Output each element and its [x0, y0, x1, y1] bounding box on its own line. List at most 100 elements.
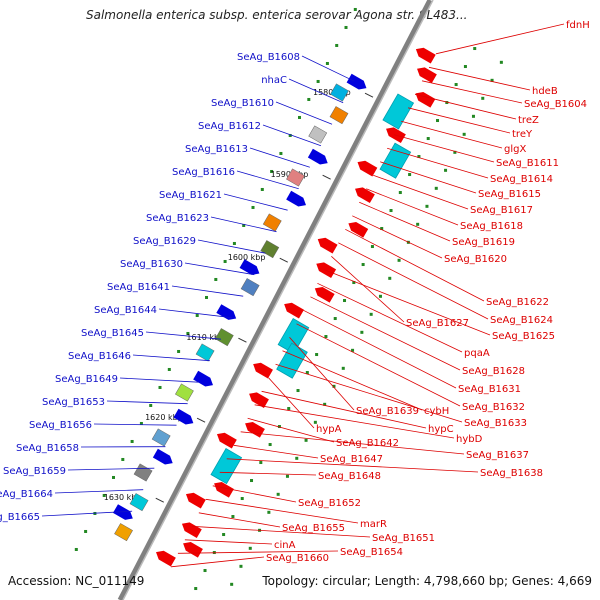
guide-dot — [360, 330, 364, 334]
right-gene-label: SeAg_B1632 — [462, 402, 525, 413]
tick-mark — [322, 174, 331, 180]
guide-dot — [267, 510, 271, 514]
guide-dot — [230, 582, 234, 586]
left-connector — [210, 216, 277, 233]
right-gene-label: SeAg_B1654 — [340, 547, 403, 558]
guide-dot — [462, 132, 466, 136]
tick-label: 1600 kbp — [228, 253, 266, 262]
right-gene-label: SeAg_B1651 — [372, 533, 435, 544]
guide-dot — [370, 245, 374, 249]
right-connector — [275, 363, 463, 423]
left-gene-label: SeAg_B1613 — [185, 144, 248, 155]
guide-dot — [378, 294, 382, 298]
left-connector — [288, 78, 344, 104]
guide-dot — [231, 515, 235, 519]
reverse-gene-arrow — [185, 492, 206, 509]
guide-dot — [232, 241, 236, 245]
right-connector — [394, 134, 495, 163]
right-connector — [380, 161, 477, 194]
left-connector — [54, 489, 144, 494]
guide-dot — [268, 443, 272, 447]
right-gene-label: treY — [512, 129, 533, 140]
guide-dot — [490, 78, 494, 82]
right-connector — [373, 174, 469, 210]
right-connector — [359, 201, 451, 242]
right-gene-label: glgX — [504, 144, 526, 155]
left-connector — [184, 262, 255, 276]
guide-dot — [499, 60, 503, 64]
right-gene-label: SeAg_B1627 — [406, 318, 469, 329]
forward-feature-box — [262, 213, 282, 232]
right-gene-label: fdnH — [566, 20, 590, 31]
forward-feature-box — [286, 168, 305, 187]
guide-dot — [285, 474, 289, 478]
guide-dot — [251, 205, 255, 209]
right-gene-label: SeAg_B1660 — [266, 553, 329, 564]
guide-dot — [333, 317, 337, 321]
right-gene-label: SeAg_B1620 — [444, 254, 507, 265]
right-gene-label: hdeB — [532, 86, 558, 97]
right-gene-label: SeAg_B1642 — [336, 438, 399, 449]
guide-dot — [296, 389, 300, 393]
guide-dot — [417, 155, 421, 159]
guide-dot — [351, 348, 355, 352]
guide-dot — [276, 492, 280, 496]
guide-dot — [139, 421, 143, 425]
tick-mark — [279, 257, 288, 263]
right-connector — [317, 282, 463, 353]
right-connector — [414, 93, 517, 120]
forward-feature-box — [114, 523, 133, 542]
left-connector — [249, 147, 310, 168]
right-gene-label: hybD — [456, 434, 483, 445]
left-connector — [158, 308, 233, 319]
left-gene-label: SeAg_B1612 — [198, 121, 261, 132]
right-connector — [219, 471, 317, 476]
right-connector — [345, 228, 485, 302]
right-connector — [198, 512, 281, 528]
right-gene-label: SeAg_B1655 — [282, 523, 345, 534]
guide-dot — [313, 420, 317, 424]
forward-gene-arrow — [239, 259, 260, 275]
reverse-gene-arrow — [417, 67, 437, 84]
right-connector — [170, 556, 265, 568]
tick-mark — [155, 497, 164, 503]
right-connector — [407, 107, 511, 134]
guide-dot — [335, 43, 339, 47]
guide-dot — [102, 493, 106, 497]
guide-dot — [315, 353, 319, 357]
guide-dot — [304, 438, 308, 442]
right-gene-label: hypC — [428, 424, 454, 435]
guide-dot — [352, 281, 356, 285]
forward-feature-box — [133, 463, 153, 482]
right-gene-label: SeAg_B1631 — [458, 384, 521, 395]
reverse-gene-arrow — [156, 550, 176, 567]
left-gene-label: SeAg_B1621 — [159, 190, 222, 201]
guide-dot — [248, 546, 252, 550]
forward-gene-arrow — [173, 408, 194, 425]
guide-dot — [298, 115, 302, 119]
left-gene-label: SeAg_B1629 — [133, 236, 196, 247]
guide-dot — [434, 186, 438, 190]
right-connector — [352, 215, 443, 259]
forward-gene-arrow — [216, 304, 237, 320]
reverse-gene-arrow — [314, 286, 335, 303]
right-connector — [212, 485, 297, 503]
guide-dot — [316, 79, 320, 83]
right-connector — [421, 80, 523, 104]
right-connector — [324, 269, 491, 336]
right-connector — [289, 337, 355, 411]
reverse-gene-arrow — [183, 541, 203, 558]
right-gene-label: SeAg_B1652 — [298, 498, 361, 509]
reverse-feature-box — [276, 342, 308, 379]
right-gene-label: pqaA — [464, 348, 490, 359]
left-gene-label: SeAg_B1653 — [42, 397, 105, 408]
right-connector — [435, 23, 565, 55]
right-gene-label: SeAg_B1619 — [452, 237, 515, 248]
guide-dot — [287, 407, 291, 411]
genome-summary-text: Topology: circular; Length: 4,798,660 bp… — [262, 574, 592, 588]
left-gene-label: SeAg_B1658 — [16, 443, 79, 454]
left-connector — [119, 377, 199, 383]
forward-feature-box — [260, 240, 280, 259]
guide-dot — [186, 331, 190, 335]
